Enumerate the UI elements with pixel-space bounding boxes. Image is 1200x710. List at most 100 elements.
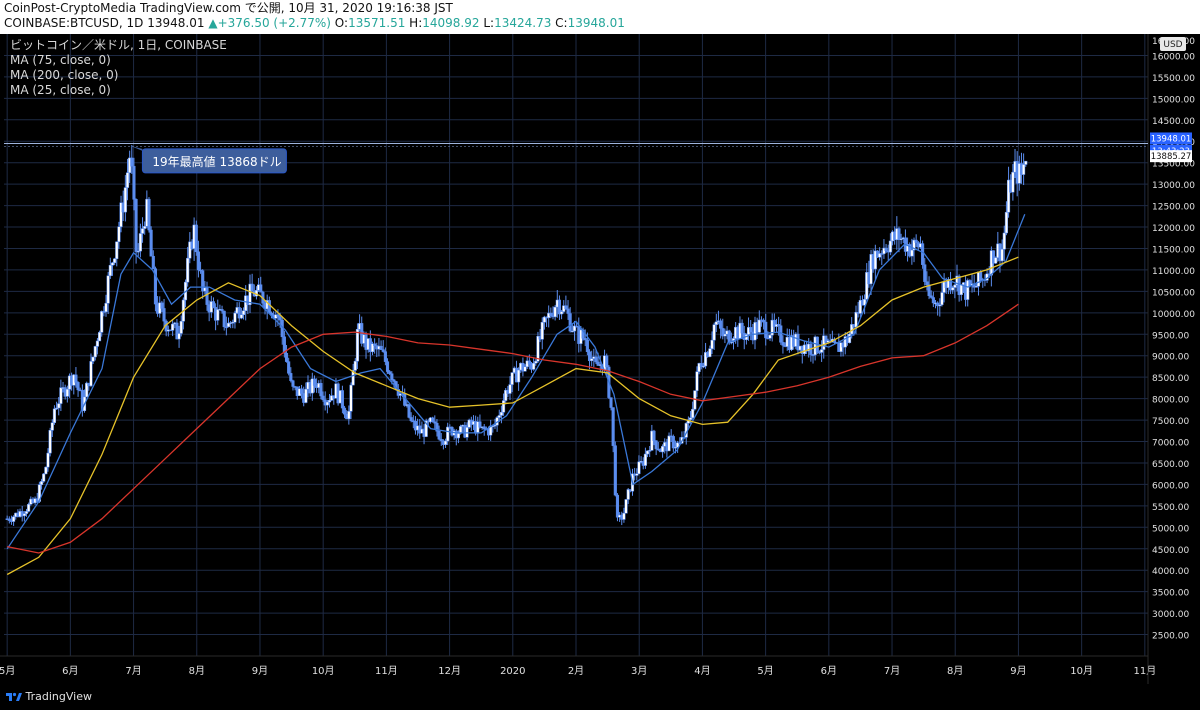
candle-body bbox=[502, 400, 506, 413]
candle-body bbox=[407, 404, 411, 418]
y-tick-label: 15500.00 bbox=[1152, 74, 1195, 84]
low-value: 13424.73 bbox=[494, 16, 552, 30]
candle-body bbox=[433, 421, 437, 424]
x-tick-label: 5月 bbox=[0, 665, 15, 677]
candle-body bbox=[153, 268, 157, 305]
candle-body bbox=[1022, 164, 1026, 175]
candle-body bbox=[822, 335, 826, 350]
candle-body bbox=[613, 445, 617, 496]
y-tick-label: 10500.00 bbox=[1152, 288, 1195, 298]
candle-body bbox=[186, 257, 190, 283]
candle-body bbox=[250, 283, 254, 292]
candle-body bbox=[615, 494, 620, 518]
close-label: C: bbox=[555, 16, 568, 30]
candle-body bbox=[699, 363, 703, 367]
candle-body bbox=[854, 312, 858, 328]
candle-body bbox=[953, 284, 957, 288]
candle-body bbox=[667, 435, 671, 452]
candle-body bbox=[897, 228, 901, 240]
candle-body bbox=[59, 387, 63, 404]
candle-body bbox=[499, 411, 503, 416]
candle-body bbox=[42, 473, 46, 482]
candle-body bbox=[100, 311, 104, 333]
candle-body bbox=[714, 321, 718, 325]
candle-body bbox=[216, 309, 220, 321]
y-tick-label: 5000.00 bbox=[1152, 524, 1189, 534]
candle-body bbox=[1002, 232, 1006, 250]
candle-body bbox=[504, 389, 508, 401]
candle-body bbox=[319, 383, 323, 397]
y-tick-label: 12000.00 bbox=[1152, 224, 1195, 234]
y-tick-label: 4500.00 bbox=[1152, 546, 1189, 556]
candle-body bbox=[661, 446, 665, 453]
candle-body bbox=[443, 440, 448, 445]
candle-body bbox=[106, 275, 110, 304]
candle-body bbox=[534, 360, 538, 364]
candle-body bbox=[424, 420, 428, 437]
candle-body bbox=[929, 295, 933, 298]
callout-box bbox=[141, 148, 287, 174]
candle-body bbox=[863, 299, 867, 306]
candle-body bbox=[132, 165, 136, 200]
candle-body bbox=[527, 360, 531, 365]
candle-body bbox=[508, 384, 512, 394]
change-arrow-icon: ▲ bbox=[208, 16, 218, 30]
candle-body bbox=[648, 450, 652, 452]
candle-body bbox=[381, 349, 385, 352]
candle-body bbox=[231, 321, 235, 324]
y-tick-label: 11000.00 bbox=[1152, 267, 1195, 277]
candle-body bbox=[160, 302, 164, 309]
candle-body bbox=[701, 365, 705, 368]
candle-body bbox=[342, 407, 347, 415]
candle-body bbox=[110, 262, 115, 266]
candle-body bbox=[723, 333, 727, 337]
candle-body bbox=[762, 319, 766, 323]
candle-body bbox=[779, 325, 783, 343]
y-tick-label: 12500.00 bbox=[1152, 203, 1195, 213]
price-tag-label: 13885.27 bbox=[1151, 152, 1192, 162]
candle-body bbox=[312, 378, 317, 386]
candle-body bbox=[1004, 211, 1008, 234]
candle-body bbox=[24, 511, 29, 514]
candle-body bbox=[757, 319, 761, 333]
candle-body bbox=[923, 264, 927, 282]
candle-body bbox=[796, 333, 800, 351]
open-label: O: bbox=[334, 16, 349, 30]
candle-body bbox=[673, 446, 678, 449]
candle-body bbox=[719, 320, 723, 329]
x-tick-label: 8月 bbox=[947, 665, 963, 677]
x-tick-label: 4月 bbox=[694, 665, 710, 677]
candle-body bbox=[201, 270, 205, 292]
y-tick-label: 13000.00 bbox=[1152, 181, 1195, 191]
x-tick-label: 10月 bbox=[312, 665, 335, 677]
y-tick-label: 10000.00 bbox=[1152, 310, 1195, 320]
low-label: L: bbox=[483, 16, 495, 30]
candle-body bbox=[151, 255, 155, 269]
candle-body bbox=[237, 307, 241, 319]
high-label: H: bbox=[409, 16, 423, 30]
x-tick-label: 12月 bbox=[438, 665, 461, 677]
price-chart[interactable]: 2500.00 3000.00 3500.00 4000.00 4500.00 5000.… bbox=[0, 34, 1200, 684]
candle-body bbox=[708, 348, 712, 357]
chart-area[interactable]: 2500.00 3000.00 3500.00 4000.00 4500.00 5000.… bbox=[0, 34, 1200, 684]
candle-body bbox=[241, 310, 246, 315]
candle-body bbox=[136, 250, 140, 253]
candle-body bbox=[50, 422, 54, 431]
x-tick-label: 11月 bbox=[1133, 665, 1156, 677]
candle-body bbox=[321, 395, 325, 401]
candle-body bbox=[278, 316, 282, 321]
y-tick-label: 11500.00 bbox=[1152, 245, 1195, 255]
candle-body bbox=[287, 361, 291, 374]
candle-body bbox=[39, 481, 44, 485]
candle-body bbox=[536, 336, 540, 362]
candle-body bbox=[478, 421, 482, 428]
candle-body bbox=[325, 401, 329, 406]
candle-body bbox=[566, 308, 570, 314]
y-tick-label: 6500.00 bbox=[1152, 460, 1189, 470]
open-value: 13571.51 bbox=[348, 16, 406, 30]
candle-body bbox=[721, 328, 725, 337]
candle-body bbox=[991, 250, 996, 264]
x-tick-label: 11月 bbox=[375, 665, 398, 677]
candle-body bbox=[493, 424, 497, 427]
x-tick-label: 6月 bbox=[62, 665, 78, 677]
